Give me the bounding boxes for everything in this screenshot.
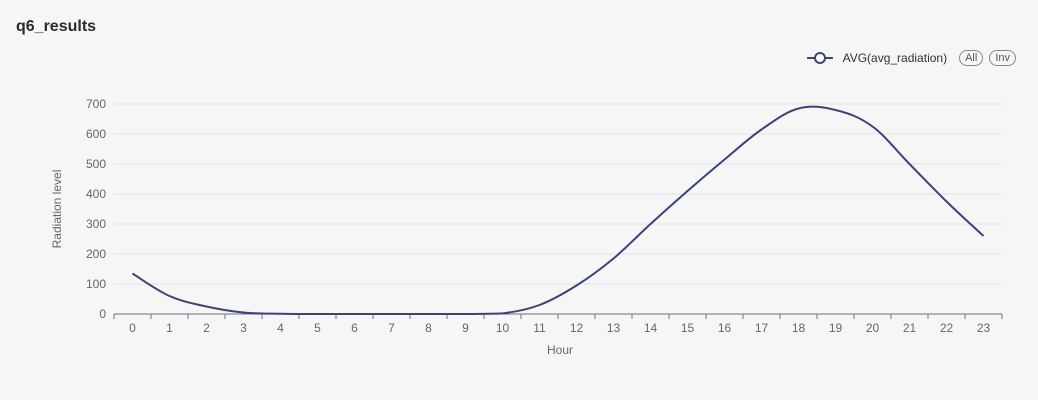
- x-tick-label: 9: [462, 321, 469, 335]
- x-tick-label: 12: [570, 321, 584, 335]
- x-tick-label: 21: [903, 321, 917, 335]
- x-tick-label: 0: [129, 321, 136, 335]
- x-tick-label: 14: [644, 321, 658, 335]
- x-tick-label: 4: [277, 321, 284, 335]
- x-tick-label: 2: [203, 321, 210, 335]
- series-line: [131, 105, 985, 315]
- legend-series-marker[interactable]: [806, 51, 833, 65]
- x-tick-label: 5: [314, 321, 321, 335]
- legend-series-label[interactable]: AVG(avg_radiation): [842, 51, 948, 65]
- x-tick-label: 11: [533, 321, 546, 335]
- y-axis-title: Radiation level: [50, 170, 64, 249]
- x-tick-label: 18: [792, 321, 806, 335]
- x-tick-label: 20: [866, 321, 880, 335]
- legend-all-button[interactable]: All: [959, 50, 984, 66]
- legend: AVG(avg_radiation) All Inv: [806, 50, 1016, 66]
- y-tick-label: 700: [86, 97, 106, 111]
- y-tick-label: 400: [86, 187, 106, 201]
- chart-title: q6_results: [16, 18, 97, 35]
- y-tick-label: 0: [99, 307, 106, 321]
- x-tick-label: 16: [718, 321, 732, 335]
- x-tick-label: 6: [351, 321, 358, 335]
- legend-inv-button[interactable]: Inv: [989, 50, 1016, 66]
- x-tick-label: 1: [166, 321, 173, 335]
- y-tick-label: 300: [86, 217, 106, 231]
- x-axis-title: Hour: [547, 343, 573, 357]
- x-tick-label: 22: [940, 321, 954, 335]
- x-tick-label: 3: [240, 321, 247, 335]
- x-tick-label: 15: [681, 321, 695, 335]
- x-tick-label: 8: [425, 321, 432, 335]
- x-tick-label: 13: [607, 321, 621, 335]
- x-tick-label: 7: [388, 321, 395, 335]
- y-tick-label: 200: [86, 247, 106, 261]
- y-tick-label: 500: [86, 157, 106, 171]
- y-tick-label: 600: [86, 127, 106, 141]
- x-tick-label: 10: [496, 321, 510, 335]
- x-tick-label: 23: [977, 321, 991, 335]
- x-tick-label: 17: [755, 321, 769, 335]
- x-tick-label: 19: [829, 321, 843, 335]
- y-tick-label: 100: [86, 277, 106, 291]
